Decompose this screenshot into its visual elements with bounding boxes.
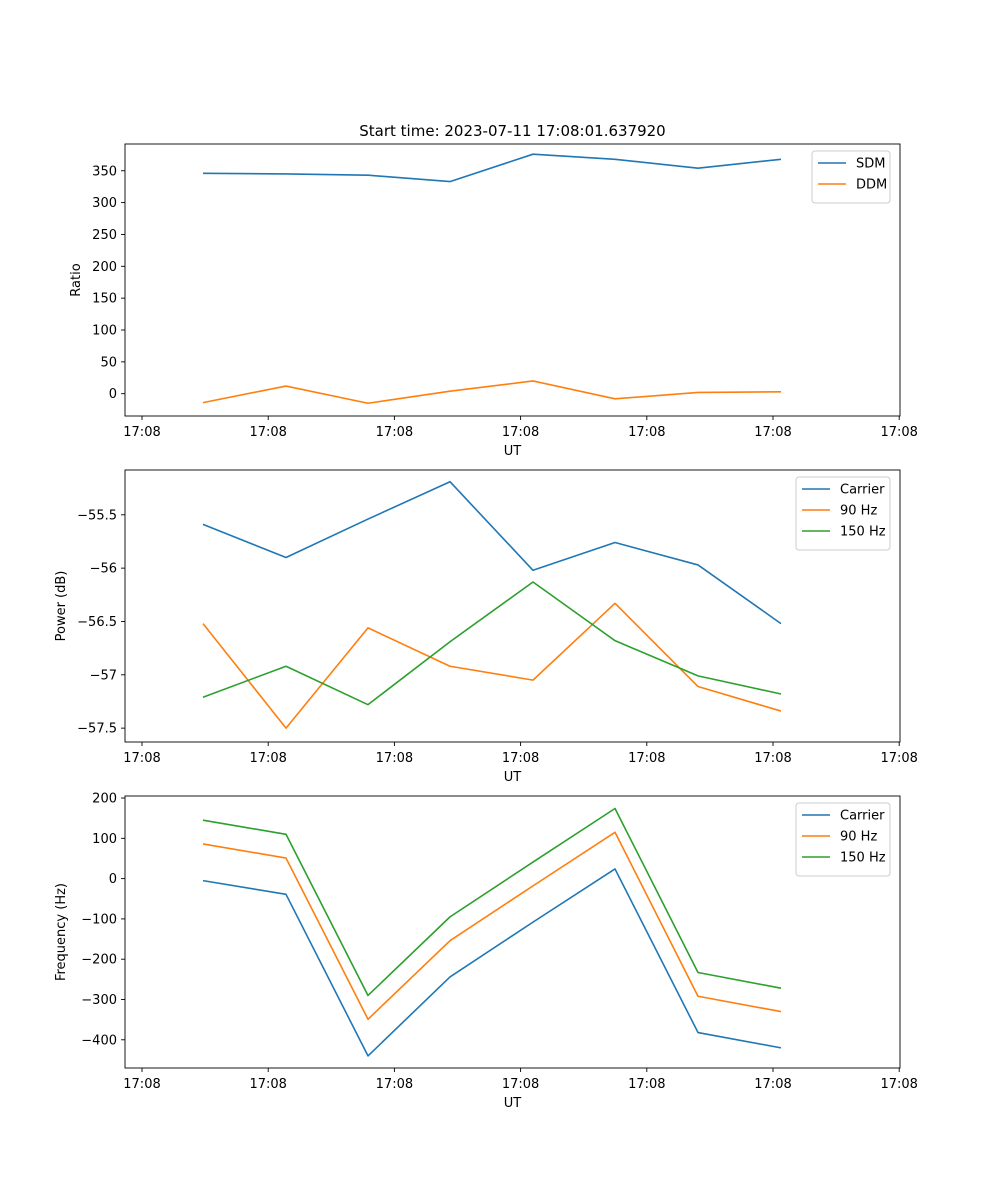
- x-tick-label: 17:08: [880, 751, 917, 766]
- y-tick-label: 250: [92, 228, 117, 243]
- legend-label: Carrier: [840, 483, 885, 498]
- y-tick-label: −57.5: [77, 722, 117, 737]
- y-tick-label: 0: [109, 872, 117, 887]
- series-line-90-hz: [202, 831, 782, 1021]
- series-line-sdm: [202, 153, 782, 183]
- x-axis-label: UT: [504, 444, 522, 459]
- x-axis-label: UT: [504, 1096, 522, 1111]
- x-tick-label: 17:08: [376, 751, 413, 766]
- legend-label: Carrier: [840, 809, 885, 824]
- x-axis-label: UT: [504, 770, 522, 785]
- series-line-ddm: [202, 380, 782, 405]
- x-tick-label: 17:08: [880, 425, 917, 440]
- y-axis-label: Ratio: [69, 263, 84, 296]
- chart-title: Start time: 2023-07-11 17:08:01.637920: [359, 122, 665, 140]
- y-tick-label: 100: [92, 324, 117, 339]
- series-line-150-hz: [202, 581, 782, 706]
- y-tick-label: −55.5: [77, 508, 117, 523]
- y-tick-label: 50: [100, 355, 117, 370]
- x-tick-label: 17:08: [249, 751, 286, 766]
- y-tick-label: −300: [81, 993, 117, 1008]
- axes-frame: [124, 795, 901, 1069]
- legend-label: SDM: [856, 157, 885, 172]
- x-tick-label: 17:08: [376, 1077, 413, 1092]
- x-tick-label: 17:08: [502, 1077, 539, 1092]
- y-tick-label: −56.5: [77, 615, 117, 630]
- legend-label: 90 Hz: [840, 504, 877, 519]
- x-tick-label: 17:08: [249, 425, 286, 440]
- legend: Carrier 90 Hz 150 Hz: [795, 802, 891, 877]
- y-tick-label: 100: [92, 832, 117, 847]
- x-tick-label: 17:08: [880, 1077, 917, 1092]
- legend: Carrier 90 Hz 150 Hz: [795, 476, 891, 551]
- y-axis-label: Power (dB): [54, 571, 69, 642]
- x-tick-label: 17:08: [123, 425, 160, 440]
- legend-label: DDM: [856, 178, 887, 193]
- panel-2: −55.5 −56 −56.5 −57 −57.5 17:08 17:08 17:08 17:0…: [54, 469, 918, 785]
- series-line-carrier: [202, 868, 782, 1057]
- axes-frame: [124, 143, 901, 417]
- legend: SDM DDM: [811, 150, 891, 204]
- x-tick-label: 17:08: [502, 425, 539, 440]
- x-tick-label: 17:08: [249, 1077, 286, 1092]
- panel-3: 200 100 0 −100 −200 −300 −400 17:08 17:08 17:08 17…: [54, 792, 918, 1111]
- legend-label: 90 Hz: [840, 830, 877, 845]
- panel-1: Start time: 2023-07-11 17:08:01.637920 0 5…: [69, 122, 918, 459]
- x-tick-label: 17:08: [123, 1077, 160, 1092]
- y-tick-label: −200: [81, 953, 117, 968]
- series-line-90-hz: [202, 602, 782, 729]
- legend-label: 150 Hz: [840, 525, 886, 540]
- x-tick-label: 17:08: [628, 751, 665, 766]
- legend-box: [811, 150, 891, 204]
- legend-label: 150 Hz: [840, 851, 886, 866]
- x-tick-label: 17:08: [628, 1077, 665, 1092]
- y-tick-label: 300: [92, 196, 117, 211]
- y-tick-label: −56: [90, 562, 117, 577]
- x-tick-label: 17:08: [123, 751, 160, 766]
- y-tick-label: 200: [92, 792, 117, 807]
- y-tick-label: 350: [92, 164, 117, 179]
- x-tick-label: 17:08: [376, 425, 413, 440]
- axes-frame: [124, 469, 901, 743]
- y-tick-label: −100: [81, 912, 117, 927]
- y-tick-label: −57: [90, 668, 117, 683]
- y-tick-label: 150: [92, 292, 117, 307]
- series-line-carrier: [202, 480, 782, 625]
- x-tick-label: 17:08: [754, 425, 791, 440]
- x-tick-label: 17:08: [754, 1077, 791, 1092]
- x-tick-label: 17:08: [502, 751, 539, 766]
- x-tick-label: 17:08: [628, 425, 665, 440]
- y-tick-label: −400: [81, 1033, 117, 1048]
- x-tick-label: 17:08: [754, 751, 791, 766]
- y-tick-label: 0: [109, 387, 117, 402]
- y-tick-label: 200: [92, 260, 117, 275]
- series-line-150-hz: [202, 807, 782, 997]
- y-axis-label: Frequency (Hz): [54, 883, 69, 981]
